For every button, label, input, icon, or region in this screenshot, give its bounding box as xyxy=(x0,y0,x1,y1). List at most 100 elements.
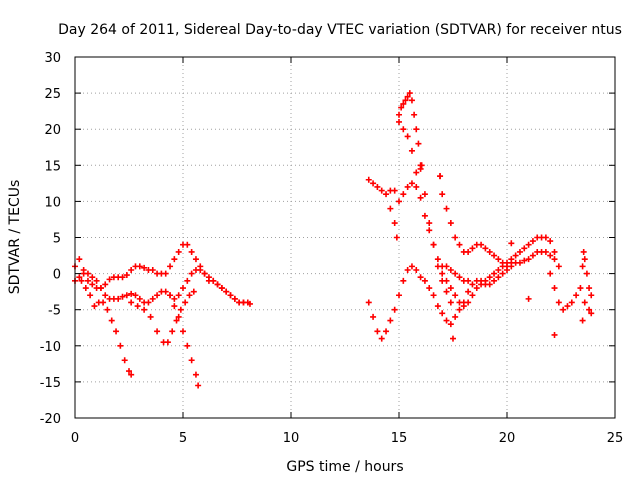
y-tick-label: 30 xyxy=(44,51,61,66)
data-point xyxy=(417,194,424,201)
data-point xyxy=(443,317,450,324)
data-point xyxy=(443,205,450,212)
data-point xyxy=(499,270,506,277)
data-point xyxy=(521,257,528,264)
data-point xyxy=(434,303,441,310)
data-point xyxy=(452,234,459,241)
data-point xyxy=(184,241,191,248)
data-point xyxy=(580,248,587,255)
data-point xyxy=(547,238,554,245)
data-point xyxy=(478,241,485,248)
data-point xyxy=(117,342,124,349)
data-point xyxy=(573,292,580,299)
data-point xyxy=(456,274,463,281)
data-point xyxy=(149,266,156,273)
data-point xyxy=(214,281,221,288)
data-point xyxy=(186,292,193,299)
data-point xyxy=(551,256,558,263)
data-point xyxy=(421,277,428,284)
data-point xyxy=(97,285,104,292)
data-point xyxy=(421,212,428,219)
data-point xyxy=(486,248,493,255)
data-point xyxy=(404,183,411,190)
data-point xyxy=(132,292,139,299)
data-point xyxy=(128,290,135,297)
data-point xyxy=(504,263,510,270)
data-point xyxy=(542,234,549,241)
x-tick-label: 10 xyxy=(283,431,300,446)
data-point xyxy=(430,292,437,299)
data-point xyxy=(126,368,132,375)
data-point xyxy=(84,270,91,277)
data-point xyxy=(188,248,195,255)
data-point xyxy=(443,263,450,270)
data-point xyxy=(108,317,115,324)
data-point xyxy=(482,245,489,252)
data-point xyxy=(452,313,459,320)
data-point xyxy=(486,274,493,281)
data-point xyxy=(396,198,402,205)
data-point xyxy=(184,342,191,349)
data-point xyxy=(167,292,174,299)
x-axis-label: GPS time / hours xyxy=(286,459,403,475)
data-point xyxy=(551,285,558,292)
data-point xyxy=(417,274,424,281)
data-point xyxy=(119,274,126,281)
data-point xyxy=(525,241,532,248)
data-point xyxy=(76,256,83,263)
data-point xyxy=(447,321,454,328)
data-point xyxy=(551,248,558,255)
data-point xyxy=(402,97,409,104)
data-point xyxy=(134,303,141,310)
data-point xyxy=(123,272,130,279)
data-point xyxy=(568,299,575,306)
data-series-12 xyxy=(439,259,515,310)
data-series-8 xyxy=(387,205,400,241)
data-series-13 xyxy=(547,248,595,317)
data-point xyxy=(141,264,148,271)
data-point xyxy=(180,285,186,292)
data-point xyxy=(370,313,377,320)
data-point xyxy=(175,248,182,255)
data-point xyxy=(560,306,567,313)
data-point xyxy=(145,299,152,306)
data-series-4 xyxy=(128,288,197,346)
data-point xyxy=(450,335,456,342)
data-point xyxy=(415,140,422,147)
data-point xyxy=(378,335,385,342)
data-point xyxy=(465,277,472,284)
data-point xyxy=(89,281,96,288)
data-point xyxy=(396,292,402,299)
data-point xyxy=(171,303,178,310)
data-point xyxy=(525,295,532,302)
data-point xyxy=(495,256,502,263)
data-point xyxy=(89,274,96,281)
data-point xyxy=(167,263,174,270)
data-point xyxy=(136,295,143,302)
tick-labels: 0 5 10 15 20 25 -20 -15 -10 -5 0 5 10 15 20 25 30 xyxy=(40,51,624,446)
data-point xyxy=(78,277,85,284)
data-series-5 xyxy=(167,292,202,389)
data-point xyxy=(586,306,593,313)
data-point xyxy=(188,357,195,364)
data-point xyxy=(113,328,120,335)
data-point xyxy=(141,306,148,313)
data-point xyxy=(404,266,411,273)
data-point xyxy=(244,299,251,306)
data-point xyxy=(469,245,476,252)
data-point xyxy=(447,299,454,306)
data-point xyxy=(391,220,398,227)
data-point xyxy=(123,292,130,299)
data-point xyxy=(586,285,593,292)
data-point xyxy=(408,180,415,187)
data-point xyxy=(443,277,450,284)
data-point xyxy=(452,292,459,299)
data-point xyxy=(128,266,135,273)
x-tick-label: 15 xyxy=(391,431,408,446)
data-point xyxy=(147,313,154,320)
data-point xyxy=(555,263,562,270)
data-point xyxy=(398,104,405,111)
data-point xyxy=(486,281,493,288)
data-point xyxy=(396,111,402,118)
